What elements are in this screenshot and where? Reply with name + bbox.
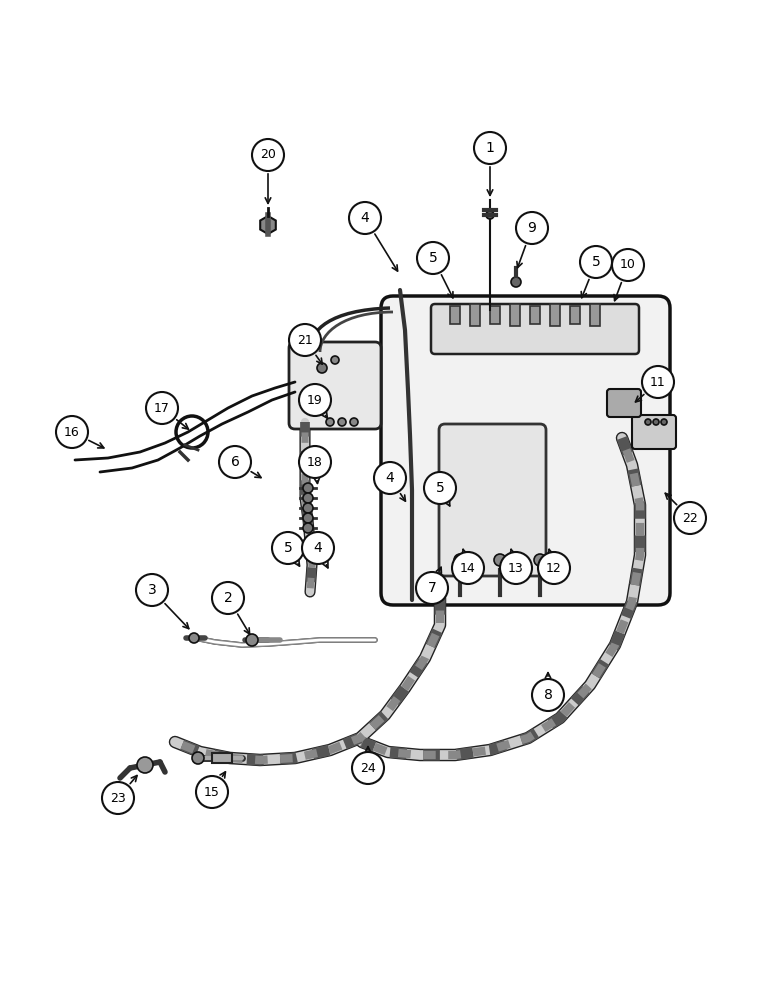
Circle shape: [674, 502, 706, 534]
Circle shape: [416, 572, 448, 604]
Circle shape: [196, 776, 228, 808]
Text: 6: 6: [230, 455, 240, 469]
Circle shape: [192, 752, 204, 764]
Text: 23: 23: [110, 792, 126, 804]
Circle shape: [303, 523, 313, 533]
Text: 18: 18: [307, 456, 323, 468]
Circle shape: [424, 472, 456, 504]
Text: 1: 1: [486, 141, 494, 155]
Circle shape: [303, 503, 313, 513]
Bar: [530, 306, 540, 324]
Text: 12: 12: [546, 562, 562, 574]
Bar: [490, 306, 500, 324]
Circle shape: [299, 446, 331, 478]
Text: 14: 14: [460, 562, 476, 574]
Text: 7: 7: [428, 581, 436, 595]
Text: 5: 5: [435, 481, 445, 495]
Bar: [590, 304, 600, 326]
Text: 4: 4: [361, 211, 369, 225]
Text: 2: 2: [223, 591, 232, 605]
Circle shape: [338, 418, 346, 426]
Circle shape: [642, 366, 674, 398]
Circle shape: [289, 324, 321, 356]
Text: 17: 17: [154, 401, 170, 414]
Bar: [470, 304, 480, 326]
FancyBboxPatch shape: [431, 304, 639, 354]
Text: 5: 5: [428, 251, 438, 265]
Text: 5: 5: [591, 255, 601, 269]
Text: 10: 10: [620, 258, 636, 271]
Circle shape: [511, 277, 521, 287]
Circle shape: [212, 582, 244, 614]
Text: 9: 9: [528, 221, 536, 235]
Circle shape: [246, 634, 258, 646]
Circle shape: [189, 633, 199, 643]
Circle shape: [352, 752, 384, 784]
Circle shape: [486, 211, 494, 219]
Circle shape: [417, 242, 449, 274]
FancyBboxPatch shape: [381, 296, 670, 605]
Text: 3: 3: [147, 583, 157, 597]
Circle shape: [494, 554, 506, 566]
Circle shape: [661, 419, 667, 425]
Bar: [212, 753, 232, 763]
Circle shape: [326, 418, 334, 426]
FancyBboxPatch shape: [632, 415, 676, 449]
Circle shape: [452, 552, 484, 584]
FancyBboxPatch shape: [607, 389, 641, 417]
Text: 4: 4: [386, 471, 394, 485]
FancyBboxPatch shape: [439, 424, 546, 576]
Text: 11: 11: [650, 375, 666, 388]
Circle shape: [272, 532, 304, 564]
Circle shape: [534, 554, 546, 566]
Circle shape: [303, 513, 313, 523]
Circle shape: [219, 446, 251, 478]
Circle shape: [317, 363, 327, 373]
Text: 16: 16: [64, 426, 80, 438]
Circle shape: [612, 249, 644, 281]
Text: 13: 13: [508, 562, 524, 574]
Text: 19: 19: [307, 393, 323, 406]
Circle shape: [474, 132, 506, 164]
Text: 8: 8: [543, 688, 553, 702]
Text: 22: 22: [682, 512, 698, 524]
Circle shape: [331, 356, 339, 364]
FancyBboxPatch shape: [289, 342, 381, 429]
Circle shape: [349, 202, 381, 234]
Circle shape: [374, 462, 406, 494]
Circle shape: [146, 392, 178, 424]
Circle shape: [56, 416, 88, 448]
Text: 15: 15: [204, 786, 220, 798]
Polygon shape: [260, 216, 275, 234]
Circle shape: [580, 246, 612, 278]
Circle shape: [538, 552, 570, 584]
Circle shape: [303, 483, 313, 493]
Circle shape: [252, 139, 284, 171]
Bar: [550, 304, 560, 326]
Circle shape: [137, 757, 153, 773]
Circle shape: [299, 384, 331, 416]
Text: 24: 24: [360, 762, 376, 774]
Circle shape: [653, 419, 659, 425]
Circle shape: [350, 418, 358, 426]
Bar: [570, 306, 580, 324]
Circle shape: [136, 574, 168, 606]
Circle shape: [303, 493, 313, 503]
Text: 21: 21: [297, 334, 313, 347]
Circle shape: [645, 419, 651, 425]
Circle shape: [102, 782, 134, 814]
Bar: [450, 306, 460, 324]
Circle shape: [516, 212, 548, 244]
Circle shape: [500, 552, 532, 584]
Text: 4: 4: [314, 541, 322, 555]
Circle shape: [532, 679, 564, 711]
Text: 20: 20: [260, 148, 276, 161]
Circle shape: [302, 532, 334, 564]
Circle shape: [454, 554, 466, 566]
Bar: [510, 304, 520, 326]
Text: 5: 5: [283, 541, 293, 555]
